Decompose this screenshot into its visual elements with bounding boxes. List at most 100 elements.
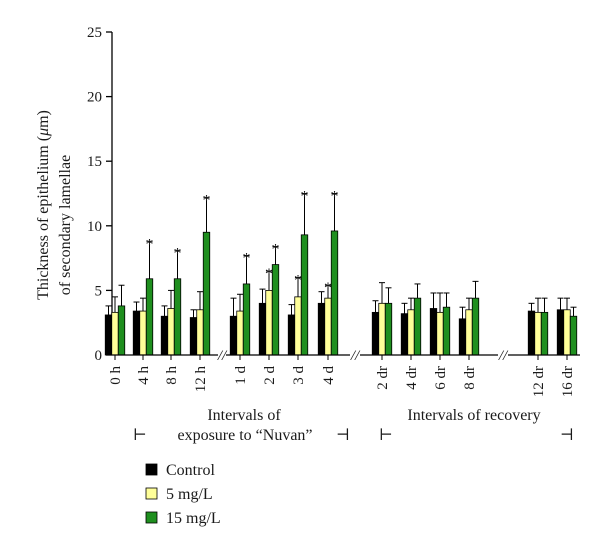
significance-star: *: [301, 189, 309, 206]
significance-star: *: [272, 241, 280, 258]
x-axis: // // // 0 h 4 h 8 h 12 h 1 d 2 d 3 d 4 d 2 dr 4 dr 6…: [108, 348, 580, 397]
legend-label: 15 mg/L: [166, 510, 221, 527]
y-axis-label: Thickness of epithelium (μm) of secondary…: [35, 110, 74, 300]
x-tick-label: 6 dr: [433, 366, 449, 390]
bar-2-13: [569, 315, 578, 356]
group-labels: Intervals of exposure to “Nuvan” ⊢ ⊣ Interva…: [133, 407, 574, 444]
group-label-exposure-line-2: exposure to “Nuvan”: [177, 427, 312, 444]
bar-2-7: [330, 230, 339, 356]
x-tick-label: 2 dr: [375, 366, 391, 390]
bar-2-2: [173, 278, 182, 356]
x-tick-label: 4 h: [136, 366, 152, 385]
bracket-right-recovery: ⊣: [560, 427, 574, 444]
bracket-left-exposure: ⊢: [133, 427, 147, 444]
bar-1-12: [534, 311, 542, 356]
x-tick-label: 8 dr: [462, 366, 478, 390]
bar-0-0: [104, 314, 113, 356]
x-tick-label: 12 h: [193, 366, 209, 393]
x-tick-label: 8 h: [164, 366, 180, 385]
bar-1-5: [265, 289, 273, 356]
significance-star: *: [331, 189, 339, 206]
bar-2-8: [384, 302, 393, 356]
legend-swatch: [145, 487, 158, 500]
y-label-text: Thickness of epithelium (: [35, 136, 52, 300]
significance-star: *: [203, 192, 211, 209]
error-bars: [105, 193, 577, 319]
bar-0-11: [458, 318, 467, 356]
bar-1-3: [196, 309, 204, 356]
y-tick-label: 0: [95, 348, 103, 364]
bar-2-12: [540, 311, 549, 356]
bar-2-11: [471, 297, 480, 356]
legend-swatch: [145, 463, 158, 476]
bar-0-5: [258, 302, 267, 356]
y-tick-label: 15: [87, 154, 102, 170]
axis-break-mark: //: [498, 348, 509, 364]
bar-1-13: [563, 309, 571, 356]
bar-2-3: [202, 231, 211, 356]
bar-2-10: [442, 306, 451, 356]
x-tick-label: 4 d: [321, 366, 337, 385]
bar-0-1: [132, 310, 141, 356]
bar-1-8: [378, 302, 386, 356]
bar-1-1: [139, 310, 147, 356]
y-label-unit-mu: μ: [35, 128, 52, 137]
bar-2-6: [300, 234, 309, 356]
bar-2-9: [413, 297, 422, 356]
group-label-exposure-line-1: Intervals of: [207, 407, 281, 424]
bar-0-4: [229, 315, 238, 356]
x-tick-label: 4 dr: [404, 366, 420, 390]
significance-star: *: [243, 251, 251, 268]
y-axis: 0 5 10 15 20 25: [87, 25, 113, 364]
bar-0-9: [400, 313, 409, 356]
x-tick-label: 16 dr: [560, 366, 576, 397]
y-tick-label: 20: [87, 90, 102, 106]
bars: [104, 230, 578, 356]
bar-0-10: [429, 308, 438, 356]
y-tick-label: 25: [87, 25, 102, 41]
bar-2-4: [242, 283, 251, 356]
legend-label: 5 mg/L: [166, 486, 213, 503]
axis-break-mark: //: [350, 348, 361, 364]
bar-0-12: [527, 310, 536, 356]
significance-star: *: [324, 280, 332, 297]
bar-0-6: [287, 314, 296, 356]
x-tick-label: 1 d: [233, 366, 249, 385]
bar-1-10: [436, 311, 444, 356]
x-tick-label: 2 d: [262, 366, 278, 385]
bar-1-2: [167, 308, 175, 356]
bar-0-8: [371, 311, 380, 356]
x-tick-label: 0 h: [108, 366, 124, 385]
bar-0-13: [556, 309, 565, 356]
bar-1-0: [111, 311, 119, 356]
legend-label: Control: [166, 462, 215, 479]
bar-0-7: [317, 302, 326, 356]
significance-marks: * * * * * * * * * *: [146, 189, 339, 298]
bar-1-6: [294, 296, 302, 356]
y-tick-label: 5: [95, 283, 103, 299]
bar-1-9: [407, 309, 415, 356]
significance-star: *: [174, 245, 182, 262]
bar-1-4: [236, 310, 244, 356]
significance-star: *: [146, 236, 154, 253]
bar-2-5: [271, 264, 280, 356]
y-label-line-2: of secondary lamellae: [57, 155, 74, 295]
x-tick-label: 12 dr: [531, 366, 547, 397]
bar-2-1: [145, 278, 154, 356]
bracket-right-exposure: ⊣: [336, 427, 350, 444]
bar-0-2: [160, 315, 169, 356]
legend: Control 5 mg/L 15 mg/L: [145, 462, 221, 527]
bar-1-11: [465, 309, 473, 356]
axis-break-mark: //: [217, 348, 228, 364]
bar-0-3: [189, 317, 198, 356]
group-label-recovery: Intervals of recovery: [407, 407, 540, 424]
significance-star: *: [294, 272, 302, 289]
x-tick-label: 3 d: [291, 366, 307, 385]
y-label-line-1: Thickness of epithelium (μm): [35, 110, 52, 300]
y-tick-label: 10: [87, 219, 102, 235]
significance-star: *: [265, 266, 273, 283]
bar-1-7: [324, 297, 332, 356]
y-label-unit-end: m): [35, 110, 52, 128]
bracket-left-recovery: ⊢: [379, 427, 393, 444]
